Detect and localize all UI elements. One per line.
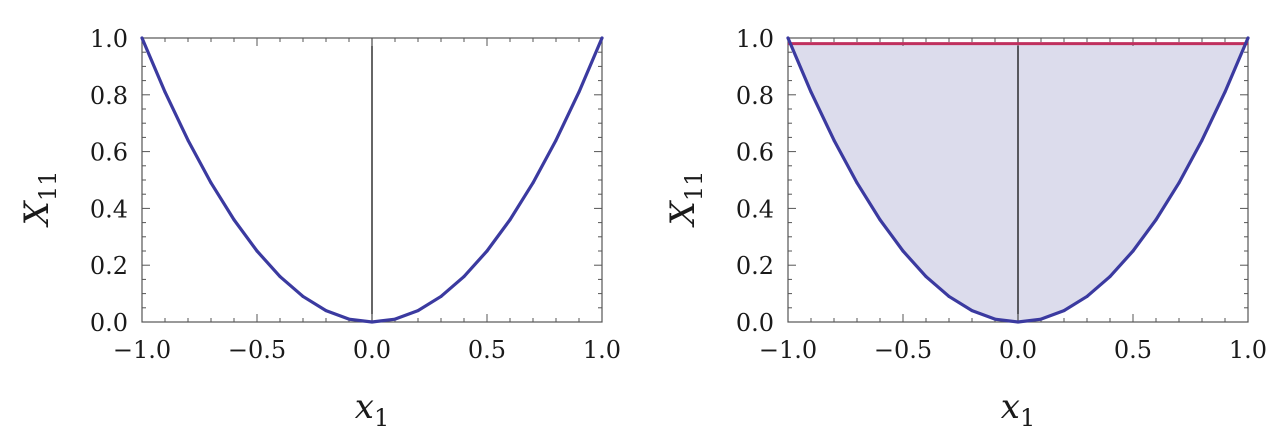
chart1-data-point bbox=[186, 138, 190, 142]
chart1-data-point bbox=[209, 181, 213, 185]
chart2-x-tick-label: 1.0 bbox=[1229, 336, 1267, 364]
chart2-data-point bbox=[1016, 320, 1020, 324]
chart2-data-point bbox=[1154, 218, 1158, 222]
chart1-data-point bbox=[554, 138, 558, 142]
chart2-data-point bbox=[1108, 275, 1112, 279]
chart1-data-point bbox=[439, 294, 443, 298]
chart1-data-point bbox=[140, 36, 144, 40]
chart2-data-point bbox=[1200, 138, 1204, 142]
chart2-data-point bbox=[855, 181, 859, 185]
chart2-x-axis-subscript: 1 bbox=[1020, 404, 1035, 432]
chart2-x-tick-label: 0.0 bbox=[999, 336, 1037, 364]
chart2-data-point bbox=[901, 249, 905, 253]
chart1-x-tick-label: 0.5 bbox=[468, 336, 506, 364]
chart1-data-point bbox=[416, 309, 420, 313]
chart2-data-point bbox=[809, 90, 813, 94]
chart1-y-tick-label: 0.6 bbox=[90, 139, 128, 167]
chart2-data-point bbox=[1177, 181, 1181, 185]
chart1-data-point bbox=[347, 317, 351, 321]
chart2-data-point bbox=[1085, 294, 1089, 298]
chart2-data-point bbox=[1062, 309, 1066, 313]
chart1-panel: −1.0 −0.5 0.0 0.5 1.0 0.0 0.2 0.4 0.6 0.8 1.0 x1 X11 bbox=[17, 25, 621, 432]
chart2-data-point bbox=[786, 36, 790, 40]
chart1-data-point bbox=[301, 294, 305, 298]
chart2-x-tick-label: 0.5 bbox=[1114, 336, 1152, 364]
chart2-y-tick-label: 0.8 bbox=[736, 82, 774, 110]
chart1-x-tick-label: 1.0 bbox=[583, 336, 621, 364]
chart2-x-tick-label: −0.5 bbox=[874, 336, 932, 364]
chart2-data-point bbox=[1039, 317, 1043, 321]
chart2-x-axis-title: x1 bbox=[1001, 387, 1035, 432]
chart1-y-tick-label: 0.4 bbox=[90, 195, 128, 223]
chart2-y-tick-label: 0.4 bbox=[736, 195, 774, 223]
chart1-y-axis-title: X11 bbox=[17, 171, 62, 229]
chart2-y-axis-title: X11 bbox=[663, 171, 708, 229]
chart1-x-tick-label: 0.0 bbox=[353, 336, 391, 364]
chart2-data-point bbox=[947, 294, 951, 298]
chart1-x-axis-symbol: x bbox=[355, 387, 374, 427]
chart1-data-point bbox=[324, 309, 328, 313]
chart1-y-axis-symbol: X bbox=[17, 199, 57, 228]
chart2-data-point bbox=[832, 138, 836, 142]
chart2-x-tick-label: −1.0 bbox=[759, 336, 817, 364]
chart1-y-tick-label: 0.0 bbox=[90, 309, 128, 337]
chart2-data-point bbox=[970, 309, 974, 313]
chart1-x-axis-title: x1 bbox=[355, 387, 389, 432]
chart2-x-axis-symbol: x bbox=[1001, 387, 1020, 427]
chart2-y-axis-subscript: 11 bbox=[680, 171, 708, 202]
chart1-y-tick-label: 0.8 bbox=[90, 82, 128, 110]
chart1-data-point bbox=[462, 275, 466, 279]
chart2-y-tick-label: 0.2 bbox=[736, 252, 774, 280]
chart1-x-tick-label: −0.5 bbox=[228, 336, 286, 364]
chart1-data-point bbox=[393, 317, 397, 321]
chart2-y-tick-label: 1.0 bbox=[736, 25, 774, 53]
chart1-x-axis-subscript: 1 bbox=[374, 404, 389, 432]
chart1-data-point bbox=[255, 249, 259, 253]
chart2-data-point bbox=[878, 218, 882, 222]
chart1-data-point bbox=[370, 320, 374, 324]
chart1-data-point bbox=[485, 249, 489, 253]
chart1-data-point bbox=[531, 181, 535, 185]
chart1-x-tick-label: −1.0 bbox=[113, 336, 171, 364]
chart2-panel: −1.0 −0.5 0.0 0.5 1.0 0.0 0.2 0.4 0.6 0.8 1.0 x1 X11 bbox=[663, 25, 1267, 432]
chart2-y-axis-symbol: X bbox=[663, 199, 703, 228]
chart1-y-tick-label: 0.2 bbox=[90, 252, 128, 280]
chart2-data-point bbox=[924, 275, 928, 279]
chart1-data-point bbox=[163, 90, 167, 94]
chart1-data-point bbox=[278, 275, 282, 279]
chart1-y-tick-label: 1.0 bbox=[90, 25, 128, 53]
chart2-data-point bbox=[1246, 36, 1250, 40]
chart2-y-tick-label: 0.6 bbox=[736, 139, 774, 167]
chart1-data-point bbox=[232, 218, 236, 222]
chart2-y-tick-label: 0.0 bbox=[736, 309, 774, 337]
chart2-data-point bbox=[1223, 90, 1227, 94]
chart1-data-point bbox=[508, 218, 512, 222]
chart1-data-point bbox=[600, 36, 604, 40]
chart2-data-point bbox=[993, 317, 997, 321]
chart1-y-axis-subscript: 11 bbox=[34, 171, 62, 202]
chart1-data-point bbox=[577, 90, 581, 94]
chart2-data-point bbox=[1131, 249, 1135, 253]
